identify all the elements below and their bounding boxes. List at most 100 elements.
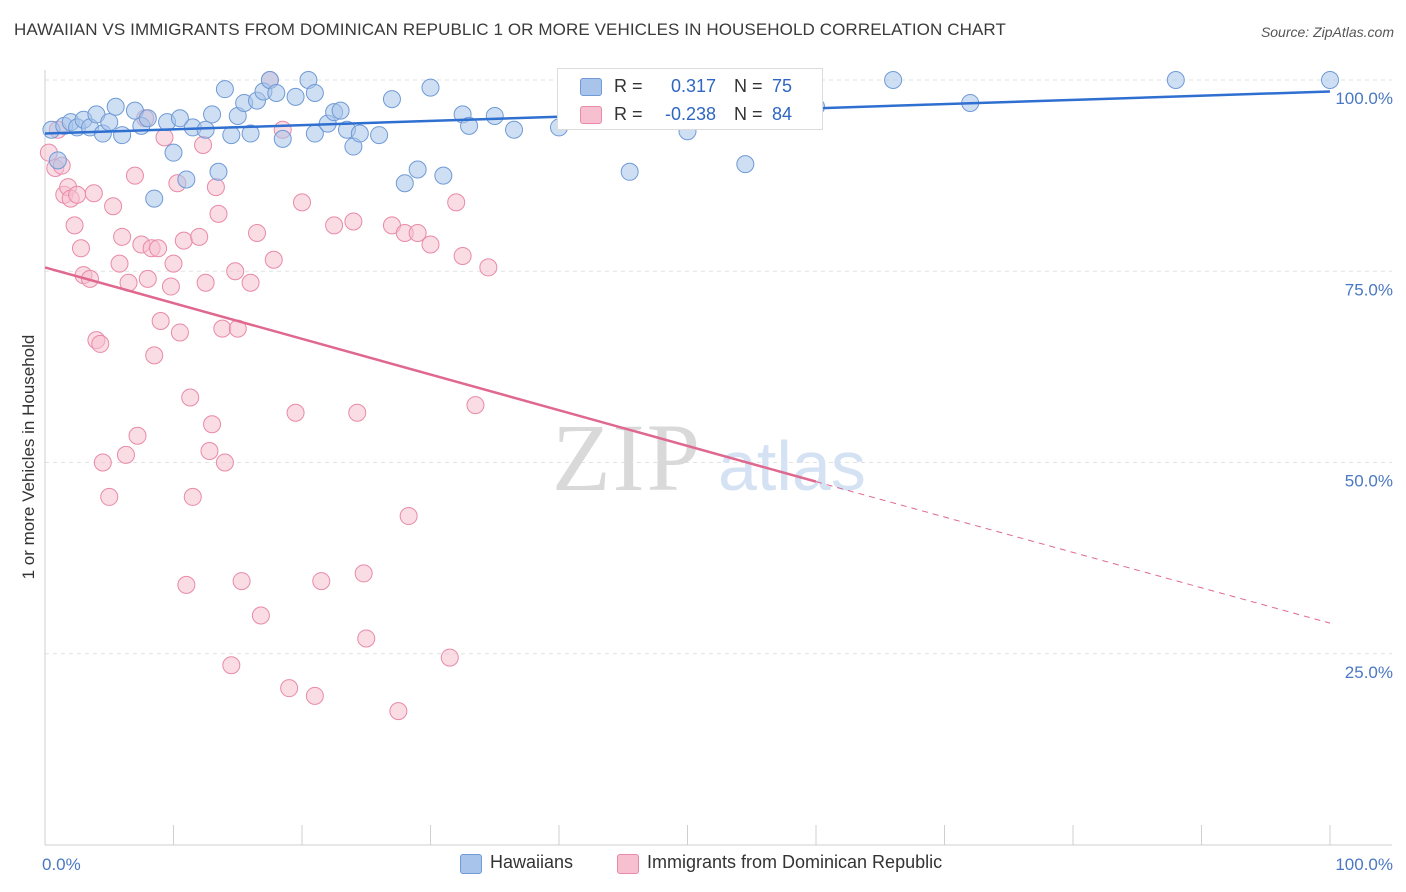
data-point-dominican [104, 197, 123, 216]
data-point-dominican [138, 269, 157, 288]
data-point-hawaiians [215, 80, 234, 99]
data-point-hawaiians [434, 166, 453, 185]
x-tick-label: 0.0% [42, 855, 81, 874]
data-point-hawaiians [177, 170, 196, 189]
data-point-hawaiians [331, 101, 350, 120]
legend-swatch-pink [580, 106, 602, 124]
y-axis-title: 1 or more Vehicles in Household [19, 335, 38, 580]
data-point-hawaiians [382, 90, 401, 109]
bottom-legend-label: Hawaiians [490, 852, 574, 872]
data-point-dominican [226, 262, 245, 281]
data-point-hawaiians [305, 84, 324, 103]
data-point-dominican [248, 224, 267, 242]
data-point-dominican [286, 403, 305, 422]
data-point-dominican [354, 564, 373, 583]
legend-row-dominican: R = -0.238 N = 84 [558, 99, 822, 129]
data-point-hawaiians [203, 105, 222, 124]
y-tick-label: 75.0% [1345, 280, 1393, 299]
data-point-dominican [466, 396, 485, 415]
data-point-dominican [151, 311, 170, 330]
data-point-dominican [91, 334, 110, 353]
data-point-dominican [305, 686, 324, 705]
data-point-dominican [241, 273, 260, 292]
data-point-hawaiians [138, 109, 157, 128]
data-point-hawaiians [170, 109, 189, 128]
trend-lines [44, 90, 1331, 624]
data-point-dominican [149, 239, 168, 258]
data-point-dominican [206, 178, 225, 197]
data-point-hawaiians [100, 113, 119, 132]
watermark: ZIP atlas [552, 404, 866, 511]
data-point-hawaiians [113, 126, 132, 145]
data-point-dominican [183, 487, 202, 506]
data-point-dominican [325, 216, 344, 235]
data-point-hawaiians [1166, 71, 1185, 89]
data-point-hawaiians [485, 106, 504, 125]
data-point-hawaiians [395, 174, 414, 193]
data-point-dominican [113, 227, 132, 246]
data-point-dominican [145, 346, 164, 365]
trend-line-dominican-extrapolated [815, 481, 1331, 624]
chart-title: HAWAIIAN VS IMMIGRANTS FROM DOMINICAN RE… [14, 20, 1006, 39]
data-point-hawaiians [505, 120, 524, 139]
y-tick-label: 100.0% [1335, 89, 1393, 108]
legend-r-value: -0.238 [664, 104, 716, 124]
data-point-dominican [190, 227, 209, 246]
data-point-dominican [453, 246, 472, 265]
legend-n-label: N = [734, 104, 763, 124]
data-point-hawaiians [884, 71, 903, 89]
data-point-dominican [125, 166, 144, 185]
data-point-dominican [293, 193, 311, 212]
legend-swatch-blue [580, 78, 602, 96]
chart-source: Source: ZipAtlas.com [1260, 24, 1394, 40]
x-tick-label: 100.0% [1335, 855, 1393, 874]
data-point-dominican [447, 193, 466, 212]
data-point-dominican [155, 128, 174, 147]
data-point-dominican [251, 606, 270, 625]
data-point-hawaiians [241, 124, 260, 143]
data-point-hawaiians [164, 143, 183, 162]
series-hawaiians-points [42, 71, 1339, 208]
data-point-hawaiians [408, 160, 427, 179]
y-tick-label: 50.0% [1345, 472, 1393, 491]
data-point-dominican [209, 204, 228, 223]
data-point-dominican [164, 254, 183, 273]
legend-row-hawaiians: R = 0.317 N = 75 [558, 71, 822, 101]
bottom-legend-swatch-blue [460, 854, 482, 874]
data-point-dominican [479, 258, 498, 277]
watermark-zip: ZIP [552, 404, 702, 511]
data-point-dominican [128, 426, 147, 445]
data-point-dominican [93, 453, 112, 472]
axis-labels: 100.0% 75.0% 50.0% 25.0% 0.0% 100.0% 1 or more… [19, 89, 1393, 874]
data-point-dominican [116, 445, 135, 464]
data-point-dominican [357, 629, 376, 648]
data-point-dominican [312, 572, 331, 591]
data-point-dominican [399, 507, 418, 526]
data-point-dominican [181, 388, 200, 407]
data-point-dominican [161, 277, 180, 296]
data-point-hawaiians [421, 78, 440, 97]
data-point-dominican [65, 216, 84, 235]
data-point-dominican [222, 656, 241, 675]
data-point-dominican [194, 136, 213, 155]
data-point-hawaiians [209, 162, 228, 181]
data-point-dominican [421, 235, 440, 254]
data-point-dominican [174, 231, 193, 250]
data-point-dominican [170, 323, 189, 342]
trend-line-dominican [44, 266, 817, 483]
data-point-dominican [71, 239, 90, 258]
legend-n-label: N = [734, 76, 763, 96]
data-point-hawaiians [48, 151, 67, 170]
bottom-legend-label: Immigrants from Dominican Republic [647, 852, 943, 872]
data-point-dominican [344, 212, 363, 231]
data-point-dominican [200, 442, 219, 461]
data-point-dominican [213, 319, 232, 338]
data-point-hawaiians [736, 155, 755, 174]
grid-lines [45, 79, 1392, 655]
data-point-dominican [68, 185, 87, 204]
data-point-dominican [389, 702, 408, 721]
data-point-hawaiians [222, 126, 241, 145]
data-point-dominican [215, 453, 234, 472]
data-point-hawaiians [1321, 71, 1339, 89]
